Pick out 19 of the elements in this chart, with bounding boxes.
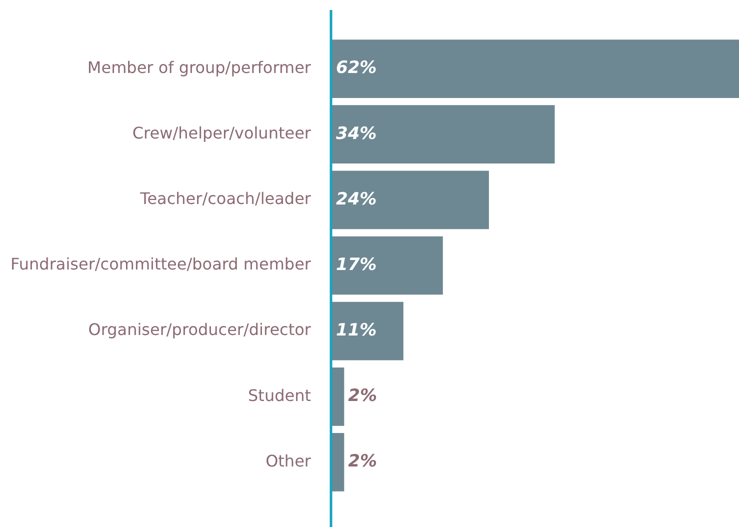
bar	[331, 236, 443, 295]
bar	[331, 302, 404, 360]
y-tick-label: Teacher/coach/leader	[139, 189, 312, 208]
data-label: 17%	[336, 254, 377, 275]
data-label: 11%	[336, 320, 377, 340]
y-tick-label: Organiser/producer/director	[88, 320, 312, 340]
data-label: 62%	[336, 58, 377, 78]
data-label: 34%	[336, 124, 377, 144]
y-tick-label: Crew/helper/volunteer	[132, 124, 312, 143]
y-tick-label: Fundraiser/committee/board member	[10, 254, 312, 274]
bar	[331, 40, 739, 98]
data-label: 2%	[348, 452, 378, 472]
bar	[331, 105, 555, 164]
y-tick-label: Member of group/performer	[87, 58, 312, 77]
data-label: 2%	[348, 386, 378, 406]
y-tick-label: Student	[248, 386, 311, 405]
bar	[331, 170, 489, 230]
data-label: 24%	[336, 189, 377, 210]
y-tick-label: Other	[266, 451, 312, 470]
